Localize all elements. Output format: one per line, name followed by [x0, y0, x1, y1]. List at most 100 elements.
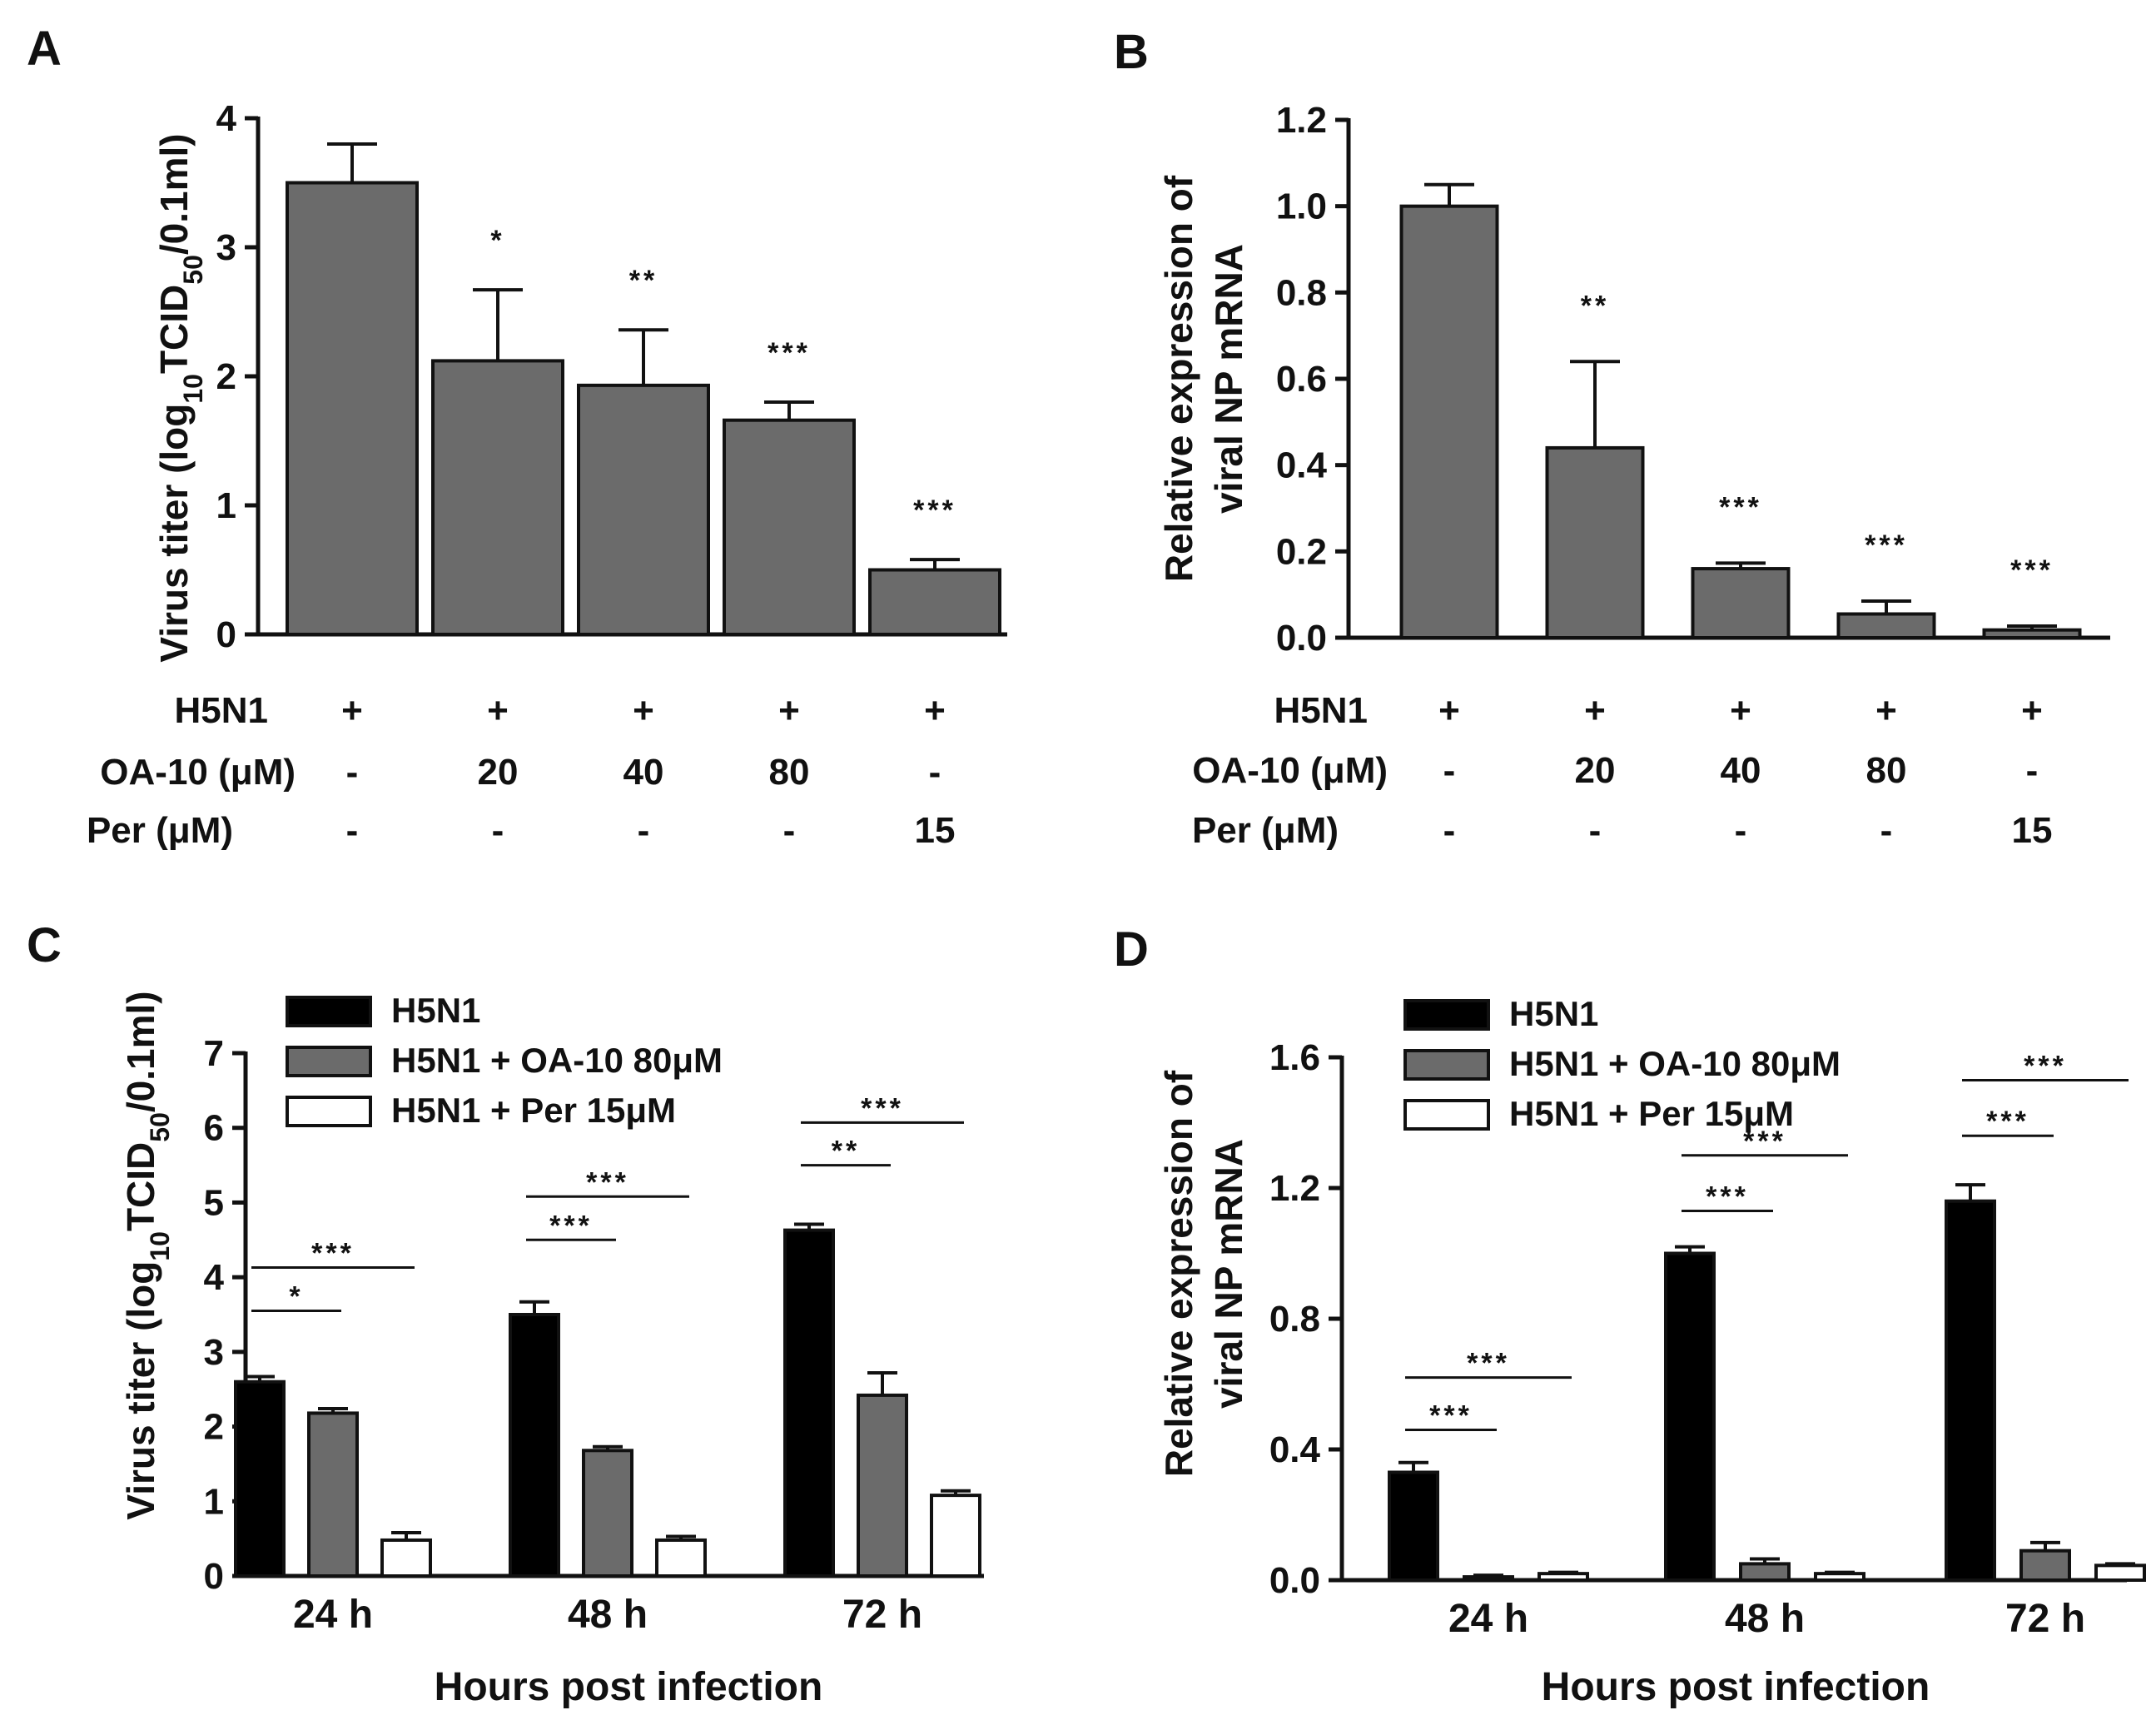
panel-a-significance-label: *** [913, 495, 956, 526]
panel-a-treatment-value: + [924, 690, 946, 731]
panel-b-treatment-row-label: H5N1 [1274, 690, 1369, 731]
panel-d-bar-1 [1664, 1251, 1716, 1582]
panel-a-bar [868, 568, 1001, 636]
panel-a-treatment-value: 20 [478, 752, 519, 793]
panel-b-treatment-value: - [1589, 810, 1602, 851]
panel-b-treatment-value: - [1880, 810, 1893, 851]
panel-b-y-tick-label: 0.6 [1276, 359, 1327, 400]
panel-b-treatment-row-label: Per (μM) [1192, 810, 1339, 851]
panel-c-bar-2 [307, 1411, 359, 1578]
panel-d-legend-label-3: H5N1 + Per 15μM [1509, 1094, 1794, 1133]
panel-b-treatment-value: 15 [2012, 810, 2053, 851]
panel-b-treatment-value: - [1443, 750, 1456, 791]
panel-d-bar-1 [1388, 1470, 1439, 1582]
panel-c-legend-swatch-2 [286, 1046, 372, 1077]
panel-c-significance-label: * [289, 1281, 303, 1313]
panel-b-y-axis-label-line1: Relative expression of [1157, 175, 1200, 582]
panel-d-x-tick-label: 48 h [1725, 1597, 1805, 1641]
panel-c-legend-label-1: H5N1 [391, 991, 480, 1030]
panel-d-y-tick-label: 0.8 [1269, 1299, 1320, 1340]
panel-d-significance-label: *** [2024, 1050, 2067, 1081]
panel-b-treatment-value: 80 [1866, 750, 1907, 791]
panel-a-significance-label: * [490, 225, 504, 256]
panel-c-y-tick-label: 1 [204, 1481, 224, 1522]
panel-c-significance-label: *** [549, 1210, 593, 1241]
panel-d-y-axis-label-line1: Relative expression of [1157, 1070, 1200, 1477]
panel-b-treatment-value: + [1875, 690, 1897, 731]
panel-c-y-tick-label: 7 [204, 1033, 224, 1074]
panel-b-y-tick-label: 0.8 [1276, 272, 1327, 313]
panel-d-legend-swatch-1 [1403, 999, 1490, 1031]
panel-b-significance-label: *** [1719, 491, 1762, 523]
panel-b-y-tick-label: 0.2 [1276, 531, 1327, 572]
panel-b-y-tick-label: 0.4 [1276, 445, 1328, 486]
panel-d-x-tick-label: 72 h [2005, 1597, 2085, 1641]
panel-b-bar [1399, 204, 1499, 639]
panel-a-treatment-value: - [492, 810, 504, 851]
panel-c-significance-label: *** [861, 1092, 904, 1124]
panel-d-y-tick-label: 1.6 [1269, 1037, 1320, 1078]
panel-a-y-axis-label: Virus titer (log10TCID50/0.1ml) [152, 133, 208, 662]
panel-d-y-tick-label: 1.2 [1269, 1168, 1320, 1209]
panel-d-bar-2 [1463, 1575, 1514, 1582]
panel-a-bar [431, 359, 564, 636]
panel-c-y-tick-label: 3 [204, 1332, 224, 1373]
panel-a-y-tick-label: 4 [216, 98, 237, 139]
panel-d-legend-swatch-3 [1403, 1099, 1490, 1131]
panel-c-bar-2 [857, 1393, 908, 1578]
panel-d-significance-label: *** [1743, 1126, 1786, 1157]
panel-letter-b: B [1114, 25, 1149, 79]
panel-c-y-tick-label: 0 [204, 1556, 224, 1597]
panel-b-treatment-value: 40 [1721, 750, 1761, 791]
panel-d-y-tick-label: 0.4 [1269, 1429, 1321, 1470]
panel-d-chart: Relative expression of viral NP mRNA Hou… [1157, 994, 2146, 1709]
panel-a-treatment-value: + [778, 690, 800, 731]
panel-a-significance-label: ** [629, 265, 658, 296]
panel-d-bar-3 [1538, 1572, 1589, 1583]
panel-d-x-tick-label: 24 h [1448, 1597, 1528, 1641]
panel-letter-a: A [27, 22, 62, 76]
panel-c-significance-label: *** [311, 1237, 355, 1269]
panel-c-y-axis-label: Virus titer (log10TCID50/0.1ml) [119, 991, 175, 1519]
panel-c-x-axis-label: Hours post infection [435, 1665, 823, 1709]
panel-c-significance-label: ** [832, 1136, 860, 1167]
panel-c-y-tick-label: 6 [204, 1108, 224, 1149]
panel-a-treatment-value: 15 [915, 810, 956, 851]
panel-d-bar-2 [2019, 1549, 2071, 1583]
panel-d-bar-3 [1814, 1572, 1865, 1583]
panel-a-treatment-value: + [487, 690, 509, 731]
panel-c-bar-3 [655, 1538, 707, 1578]
panel-a-treatment-value: - [346, 752, 359, 793]
panel-b-y-axis-label-line2: viral NP mRNA [1207, 244, 1250, 514]
panel-a-y-tick-label: 2 [216, 356, 236, 397]
panel-b-significance-label: ** [1581, 290, 1609, 321]
panel-b-significance-label: *** [2010, 554, 2054, 586]
panel-a-treatment-value: - [638, 810, 650, 851]
panel-c-y-tick-label: 5 [204, 1182, 224, 1223]
panel-b-y-tick-label: 1.2 [1276, 100, 1327, 141]
panel-b-bar [1545, 445, 1645, 640]
panel-b-bar [1836, 612, 1936, 639]
panel-a-treatment-row-label: OA-10 (μM) [100, 752, 296, 793]
panel-d-y-axis-label-line2: viral NP mRNA [1207, 1139, 1250, 1409]
panel-c-x-tick-label: 24 h [293, 1593, 373, 1637]
panel-d-legend-swatch-2 [1403, 1049, 1490, 1081]
panel-b-significance-label: *** [1865, 529, 1908, 561]
panel-b-bar [1982, 628, 2082, 639]
panel-a-treatment-value: 40 [623, 752, 664, 793]
panel-a-significance-label: *** [768, 337, 811, 369]
panel-a-treatment-row-label: Per (μM) [87, 810, 233, 851]
panel-b-treatment-value: - [1443, 810, 1456, 851]
panel-b-y-tick-label: 1.0 [1276, 186, 1327, 227]
panel-b-chart: Relative expression of viral NP mRNA 0.0… [1157, 100, 2110, 851]
panel-c-bar-3 [930, 1494, 981, 1578]
panel-a-y-tick-label: 1 [216, 485, 236, 526]
panel-c-legend-label-3: H5N1 + Per 15μM [391, 1091, 676, 1130]
panel-d-significance-label: *** [1986, 1106, 2029, 1137]
panel-letter-c: C [27, 918, 62, 972]
panel-b-y-tick-label: 0.0 [1276, 618, 1327, 659]
panel-b-treatment-value: + [2021, 690, 2043, 731]
panel-c-x-tick-label: 48 h [568, 1593, 648, 1637]
panel-b-treatment-row-label: OA-10 (μM) [1192, 750, 1388, 791]
